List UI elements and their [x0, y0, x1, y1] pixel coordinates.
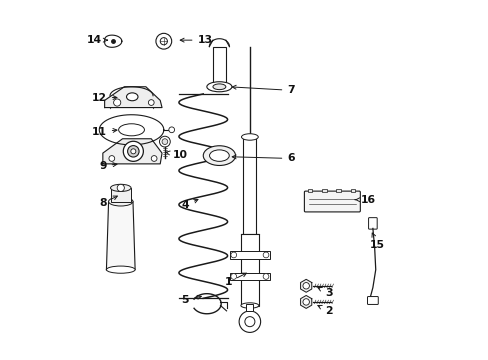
- FancyBboxPatch shape: [110, 188, 131, 202]
- Circle shape: [109, 156, 115, 161]
- Polygon shape: [300, 279, 311, 292]
- FancyBboxPatch shape: [246, 305, 253, 311]
- Circle shape: [148, 100, 154, 105]
- Circle shape: [230, 274, 236, 279]
- FancyBboxPatch shape: [368, 218, 376, 229]
- Ellipse shape: [241, 303, 258, 308]
- FancyBboxPatch shape: [321, 189, 326, 192]
- Ellipse shape: [108, 197, 133, 206]
- FancyBboxPatch shape: [336, 189, 340, 192]
- Circle shape: [168, 127, 174, 133]
- Polygon shape: [102, 139, 162, 164]
- Circle shape: [131, 149, 136, 154]
- Circle shape: [160, 38, 167, 45]
- Text: 1: 1: [224, 273, 246, 287]
- Text: 3: 3: [317, 288, 332, 298]
- Text: 10: 10: [165, 150, 187, 160]
- Circle shape: [117, 184, 124, 192]
- Text: 16: 16: [354, 195, 375, 205]
- FancyBboxPatch shape: [350, 189, 355, 192]
- Circle shape: [113, 99, 121, 106]
- Text: 15: 15: [369, 233, 384, 249]
- Circle shape: [151, 156, 157, 161]
- Text: 2: 2: [317, 305, 332, 316]
- Ellipse shape: [212, 84, 225, 90]
- Text: 13: 13: [180, 35, 212, 45]
- Ellipse shape: [203, 146, 235, 166]
- FancyBboxPatch shape: [367, 297, 378, 305]
- Text: 4: 4: [181, 199, 198, 210]
- FancyBboxPatch shape: [304, 191, 360, 212]
- Ellipse shape: [206, 82, 231, 92]
- Text: 12: 12: [92, 93, 117, 103]
- Ellipse shape: [110, 184, 131, 192]
- Circle shape: [263, 252, 268, 258]
- Polygon shape: [104, 87, 162, 108]
- Text: 14: 14: [86, 35, 107, 45]
- Circle shape: [123, 141, 143, 161]
- Text: 11: 11: [92, 127, 117, 136]
- FancyBboxPatch shape: [243, 137, 256, 234]
- Circle shape: [230, 252, 236, 258]
- FancyBboxPatch shape: [230, 273, 269, 280]
- Circle shape: [127, 145, 139, 157]
- FancyBboxPatch shape: [230, 251, 269, 259]
- Polygon shape: [300, 296, 311, 309]
- Ellipse shape: [106, 266, 135, 273]
- Text: 9: 9: [99, 161, 117, 171]
- Circle shape: [263, 274, 268, 279]
- Circle shape: [303, 283, 309, 289]
- Circle shape: [162, 139, 167, 144]
- Ellipse shape: [119, 124, 144, 136]
- Circle shape: [244, 317, 254, 327]
- Ellipse shape: [126, 93, 138, 101]
- Ellipse shape: [209, 150, 229, 161]
- FancyBboxPatch shape: [241, 234, 258, 306]
- Text: 8: 8: [99, 196, 117, 208]
- Circle shape: [303, 299, 309, 305]
- Ellipse shape: [241, 134, 258, 140]
- Text: 7: 7: [232, 85, 294, 95]
- Text: 6: 6: [232, 153, 294, 163]
- Circle shape: [239, 311, 260, 332]
- Text: 5: 5: [181, 295, 201, 305]
- FancyBboxPatch shape: [212, 46, 225, 87]
- FancyBboxPatch shape: [307, 189, 312, 192]
- Circle shape: [156, 33, 171, 49]
- Circle shape: [159, 136, 170, 147]
- Polygon shape: [106, 202, 135, 270]
